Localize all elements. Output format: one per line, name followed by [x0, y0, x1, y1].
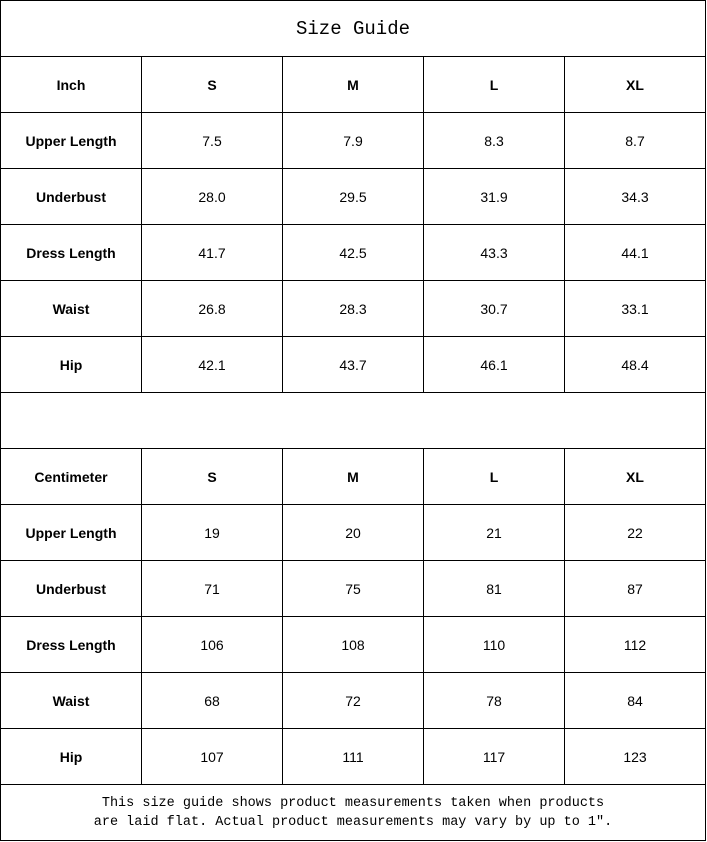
- measurement-value: 68: [141, 672, 283, 729]
- measurement-value: 29.5: [282, 168, 424, 225]
- measurement-value: 84: [564, 672, 706, 729]
- unit-header: Centimeter: [0, 448, 142, 505]
- measurement-value: 34.3: [564, 168, 706, 225]
- measurement-value: 43.7: [282, 336, 424, 393]
- spacer-row: [0, 392, 706, 449]
- measurement-value: 112: [564, 616, 706, 673]
- measurement-value: 46.1: [423, 336, 565, 393]
- table-row: Dress Length 41.7 42.5 43.3 44.1: [0, 224, 706, 281]
- size-header: XL: [564, 448, 706, 505]
- title-row: Size Guide: [0, 0, 706, 57]
- table-row: Waist 26.8 28.3 30.7 33.1: [0, 280, 706, 337]
- measurement-label: Upper Length: [0, 112, 142, 169]
- measurement-value: 106: [141, 616, 283, 673]
- measurement-value: 123: [564, 728, 706, 785]
- measurement-value: 41.7: [141, 224, 283, 281]
- measurement-value: 19: [141, 504, 283, 561]
- footer-line-2: are laid flat. Actual product measuremen…: [93, 814, 613, 830]
- measurement-value: 117: [423, 728, 565, 785]
- measurement-value: 22: [564, 504, 706, 561]
- size-header: L: [423, 448, 565, 505]
- size-header: M: [282, 448, 424, 505]
- measurement-value: 33.1: [564, 280, 706, 337]
- measurement-value: 28.0: [141, 168, 283, 225]
- measurement-value: 107: [141, 728, 283, 785]
- measurement-label: Dress Length: [0, 616, 142, 673]
- measurement-value: 30.7: [423, 280, 565, 337]
- measurement-value: 21: [423, 504, 565, 561]
- unit-header: Inch: [0, 56, 142, 113]
- footer-line-1: This size guide shows product measuremen…: [101, 795, 605, 811]
- measurement-value: 8.3: [423, 112, 565, 169]
- measurement-value: 48.4: [564, 336, 706, 393]
- measurement-value: 44.1: [564, 224, 706, 281]
- measurement-label: Hip: [0, 336, 142, 393]
- table-row: Upper Length 19 20 21 22: [0, 504, 706, 561]
- size-header: L: [423, 56, 565, 113]
- measurement-value: 111: [282, 728, 424, 785]
- measurement-label: Waist: [0, 280, 142, 337]
- size-header: M: [282, 56, 424, 113]
- table-row: Hip 42.1 43.7 46.1 48.4: [0, 336, 706, 393]
- measurement-value: 7.9: [282, 112, 424, 169]
- table-row: Waist 68 72 78 84: [0, 672, 706, 729]
- measurement-value: 78: [423, 672, 565, 729]
- table-row: Dress Length 106 108 110 112: [0, 616, 706, 673]
- spacer-cell: [0, 392, 706, 449]
- table-row: Underbust 71 75 81 87: [0, 560, 706, 617]
- measurement-value: 87: [564, 560, 706, 617]
- measurement-label: Upper Length: [0, 504, 142, 561]
- measurement-value: 28.3: [282, 280, 424, 337]
- measurement-value: 43.3: [423, 224, 565, 281]
- measurement-value: 42.5: [282, 224, 424, 281]
- size-guide-title: Size Guide: [0, 0, 706, 57]
- measurement-label: Underbust: [0, 168, 142, 225]
- measurement-value: 42.1: [141, 336, 283, 393]
- size-header: S: [141, 448, 283, 505]
- measurement-value: 108: [282, 616, 424, 673]
- measurement-value: 7.5: [141, 112, 283, 169]
- table-row: Underbust 28.0 29.5 31.9 34.3: [0, 168, 706, 225]
- footer-note: This size guide shows product measuremen…: [0, 784, 706, 841]
- cm-header-row: Centimeter S M L XL: [0, 448, 706, 505]
- table-row: Hip 107 111 117 123: [0, 728, 706, 785]
- measurement-value: 72: [282, 672, 424, 729]
- footer-row: This size guide shows product measuremen…: [0, 784, 706, 841]
- measurement-value: 75: [282, 560, 424, 617]
- measurement-value: 26.8: [141, 280, 283, 337]
- size-header: S: [141, 56, 283, 113]
- measurement-value: 71: [141, 560, 283, 617]
- measurement-value: 31.9: [423, 168, 565, 225]
- inch-header-row: Inch S M L XL: [0, 56, 706, 113]
- measurement-value: 110: [423, 616, 565, 673]
- measurement-label: Dress Length: [0, 224, 142, 281]
- measurement-label: Hip: [0, 728, 142, 785]
- size-header: XL: [564, 56, 706, 113]
- table-row: Upper Length 7.5 7.9 8.3 8.7: [0, 112, 706, 169]
- measurement-value: 20: [282, 504, 424, 561]
- measurement-label: Underbust: [0, 560, 142, 617]
- measurement-value: 81: [423, 560, 565, 617]
- measurement-value: 8.7: [564, 112, 706, 169]
- measurement-label: Waist: [0, 672, 142, 729]
